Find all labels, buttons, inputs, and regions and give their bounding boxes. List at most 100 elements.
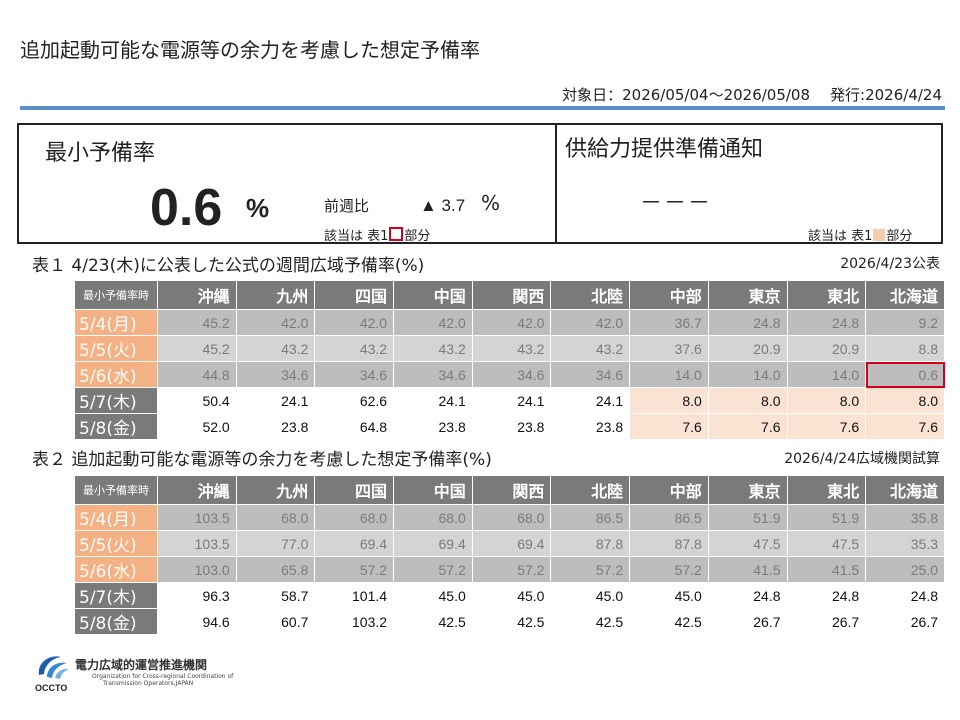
table1-source: 2026/4/23公表 — [840, 256, 940, 272]
value-cell: 24.8 — [786, 582, 867, 609]
supply-notice-note: 該当は 表1 部分 — [808, 225, 912, 244]
value-cell: 8.0 — [629, 387, 709, 414]
value-cell: 34.6 — [393, 361, 473, 388]
table-row: 5/6(水) 44.8 34.6 34.6 34.6 34.6 34.6 14.0 14.0 14… — [74, 361, 945, 388]
value-cell: 14.0 — [707, 361, 788, 388]
value-cell: 57.2 — [471, 556, 552, 583]
area-header: 関西 — [471, 280, 552, 310]
table2-source: 2026/4/24広域機関試算 — [784, 451, 940, 467]
area-header: 関西 — [471, 475, 552, 505]
table-row: 5/8(金) 94.6 60.7 103.2 42.5 42.5 42.5 42.5 26.7 2… — [74, 608, 945, 635]
value-cell: 68.0 — [314, 504, 395, 531]
min-reserve-value: 0.6 — [150, 179, 223, 237]
pink-box-icon — [873, 229, 886, 241]
table-row: 5/4(月) 103.5 68.0 68.0 68.0 68.0 86.5 86.5 51.9 5… — [74, 504, 945, 531]
area-header: 東北 — [786, 280, 867, 310]
value-cell: 43.2 — [393, 335, 473, 362]
occto-logo-icon — [38, 656, 69, 679]
date-cell: 5/8(金) — [74, 608, 158, 635]
area-header: 北海道 — [865, 280, 945, 310]
estimated-reserve-table: 最小予備率時 沖縄 九州 四国 中国 関西 北陸 中部 東京 東北 北海道 5/4(月) 103.5 68… — [74, 475, 945, 635]
value-cell: 51.9 — [707, 504, 788, 531]
value-cell: 47.5 — [786, 530, 867, 557]
summary-panel-divider — [555, 123, 557, 244]
area-header: 沖縄 — [157, 475, 237, 505]
date-cell: 5/5(火) — [74, 530, 158, 557]
area-header: 中部 — [629, 280, 709, 310]
weekly-reserve-table: 最小予備率時 沖縄 九州 四国 中国 関西 北陸 中部 東京 東北 北海道 5/4(月) 45.2 42.… — [74, 280, 945, 440]
value-cell: 37.6 — [629, 335, 709, 362]
value-cell: 68.0 — [235, 504, 316, 531]
issue-meta: 対象日：2026/05/04～2026/05/08 発行:2026/4/24 — [542, 84, 942, 105]
area-header: 中部 — [629, 475, 709, 505]
value-cell: 8.8 — [865, 335, 945, 362]
value-cell: 20.9 — [786, 335, 867, 362]
value-cell: 87.8 — [629, 530, 709, 557]
value-cell: 24.8 — [865, 582, 945, 609]
area-header: 中国 — [393, 280, 473, 310]
date-cell: 5/7(木) — [74, 387, 158, 414]
value-cell: 35.8 — [865, 504, 945, 531]
table-row: 5/4(月) 45.2 42.0 42.0 42.0 42.0 42.0 36.7 24.8 24… — [74, 309, 945, 336]
date-cell: 5/7(木) — [74, 582, 158, 609]
value-cell: 14.0 — [786, 361, 867, 388]
value-cell: 45.0 — [471, 582, 552, 609]
min-reserve-note-prefix: 該当は 表1 — [324, 229, 389, 244]
value-cell: 51.9 — [786, 504, 867, 531]
value-cell: 57.2 — [629, 556, 709, 583]
value-cell: 34.6 — [235, 361, 316, 388]
value-cell: 43.2 — [235, 335, 316, 362]
date-cell: 5/4(月) — [74, 504, 158, 531]
value-cell: 25.0 — [865, 556, 945, 583]
value-cell: 14.0 — [629, 361, 709, 388]
area-header: 九州 — [235, 475, 316, 505]
value-cell: 103.0 — [157, 556, 237, 583]
area-header: 沖縄 — [157, 280, 237, 310]
value-cell: 23.8 — [393, 413, 473, 440]
org-name-ja: 電力広域的運営推進機関 — [75, 658, 208, 672]
area-header: 北陸 — [550, 280, 631, 310]
value-cell: 44.8 — [157, 361, 237, 388]
min-reserve-note: 該当は 表1 部分 — [324, 225, 430, 244]
value-cell: 8.0 — [707, 387, 788, 414]
value-cell: 58.7 — [235, 582, 316, 609]
area-header: 四国 — [314, 475, 395, 505]
value-cell: 68.0 — [393, 504, 473, 531]
table-row: 5/5(火) 103.5 77.0 69.4 69.4 69.4 87.8 87.8 47.5 4… — [74, 530, 945, 557]
value-cell: 60.7 — [235, 608, 316, 635]
week-over-week-unit: % — [481, 191, 501, 215]
value-cell: 42.0 — [550, 309, 631, 336]
value-cell: 57.2 — [393, 556, 473, 583]
value-cell: 43.2 — [550, 335, 631, 362]
table-row: 5/5(火) 45.2 43.2 43.2 43.2 43.2 43.2 37.6 20.9 20… — [74, 335, 945, 362]
value-cell: 68.0 — [471, 504, 552, 531]
value-cell: 24.1 — [393, 387, 473, 414]
value-cell: 57.2 — [314, 556, 395, 583]
value-cell: 23.8 — [235, 413, 316, 440]
table-row: 5/7(木) 96.3 58.7 101.4 45.0 45.0 45.0 45.0 24.8 2… — [74, 582, 945, 609]
value-cell: 23.8 — [471, 413, 552, 440]
value-cell: 69.4 — [471, 530, 552, 557]
value-cell: 9.2 — [865, 309, 945, 336]
value-cell: 24.8 — [786, 309, 867, 336]
value-cell: 23.8 — [550, 413, 631, 440]
value-cell: 86.5 — [629, 504, 709, 531]
date-cell: 5/6(水) — [74, 556, 158, 583]
value-cell: 24.8 — [707, 582, 788, 609]
value-cell: 42.5 — [550, 608, 631, 635]
red-box-icon — [389, 227, 404, 241]
summary-panel — [17, 123, 943, 244]
value-cell: 0.6 — [865, 361, 945, 388]
value-cell: 45.0 — [393, 582, 473, 609]
corner-header: 最小予備率時 — [74, 475, 158, 505]
value-cell: 42.5 — [471, 608, 552, 635]
date-cell: 5/6(水) — [74, 361, 158, 388]
value-cell: 45.0 — [629, 582, 709, 609]
date-cell: 5/8(金) — [74, 413, 158, 440]
value-cell: 8.0 — [865, 387, 945, 414]
table1-caption: 表１ 4/23(木)に公表した公式の週間広域予備率(%) — [32, 256, 425, 276]
value-cell: 26.7 — [865, 608, 945, 635]
supply-notice-note-prefix: 該当は 表1 — [808, 229, 873, 244]
accent-rule — [20, 106, 945, 110]
value-cell: 7.6 — [707, 413, 788, 440]
